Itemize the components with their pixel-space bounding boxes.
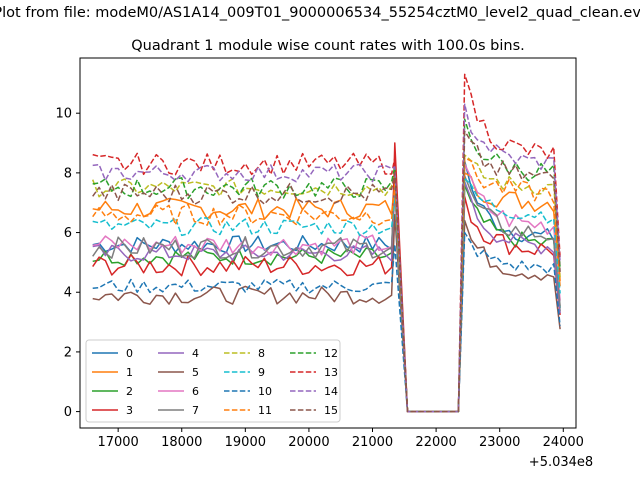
legend-label-9: 9 — [258, 366, 265, 379]
series-line-0 — [92, 160, 561, 413]
legend-label-14: 14 — [324, 385, 338, 398]
series-line-13 — [92, 73, 561, 413]
series-line-7 — [92, 175, 561, 413]
legend-label-7: 7 — [192, 404, 199, 417]
y-tick-label: 0 — [64, 405, 72, 420]
x-tick-label: 21000 — [352, 435, 393, 450]
legend-label-15: 15 — [324, 404, 338, 417]
x-tick-label: 23000 — [479, 435, 520, 450]
chart-title: Quadrant 1 module wise count rates with … — [131, 38, 525, 54]
legend-label-1: 1 — [126, 366, 133, 379]
x-tick-label: 20000 — [288, 435, 329, 450]
series-line-9 — [92, 178, 561, 413]
series-line-11 — [92, 157, 561, 413]
x-tick-label: 18000 — [161, 435, 202, 450]
plot-frame — [79, 57, 577, 429]
x-tick-label: 22000 — [415, 435, 456, 450]
series-line-6 — [92, 163, 561, 413]
legend-label-0: 0 — [126, 347, 133, 360]
x-tick-label: 19000 — [225, 435, 266, 450]
y-tick-label: 2 — [64, 345, 72, 360]
legend-label-8: 8 — [258, 347, 265, 360]
series-line-10 — [92, 231, 561, 413]
legend-label-6: 6 — [192, 385, 199, 398]
legend-label-2: 2 — [126, 385, 133, 398]
y-tick-label: 10 — [55, 107, 72, 122]
legend-label-4: 4 — [192, 347, 199, 360]
x-tick-label: 17000 — [97, 435, 138, 450]
series-line-5 — [92, 213, 561, 413]
legend-label-5: 5 — [192, 366, 199, 379]
legend-label-13: 13 — [324, 366, 338, 379]
x-offset-label: +5.034e8 — [529, 455, 593, 470]
series-line-12 — [92, 118, 561, 413]
series-line-15 — [92, 130, 561, 413]
legend-label-10: 10 — [258, 385, 272, 398]
series-line-14 — [92, 103, 561, 413]
legend-label-12: 12 — [324, 347, 338, 360]
series-layer — [91, 73, 561, 413]
series-line-3 — [92, 142, 561, 413]
y-tick-label: 8 — [64, 166, 72, 181]
legend-box — [85, 339, 341, 423]
y-tick-label: 6 — [64, 226, 72, 241]
x-tick-label: 24000 — [543, 435, 584, 450]
y-tick-label: 4 — [64, 286, 72, 301]
legend-label-3: 3 — [126, 404, 133, 417]
suptitle: Plot from file: modeM0/AS1A14_009T01_900… — [0, 5, 640, 21]
axis-layer: 17000 18000 19000 20000 21000 22000 23000 24000… — [55, 107, 584, 450]
legend-label-11: 11 — [258, 404, 272, 417]
